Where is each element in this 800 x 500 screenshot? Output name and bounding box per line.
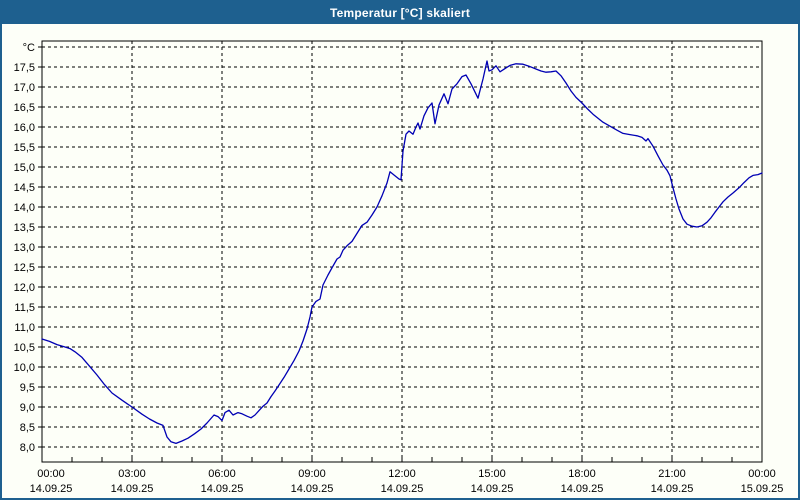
x-tick-date: 14.09.25 [30,483,73,495]
y-tick-label: 10,0 [14,362,35,374]
x-tick-date: 14.09.25 [471,483,514,495]
x-tick-time: 00:00 [748,468,776,480]
y-axis-labels: 8,0 8,5 9,0 9,5 10,0 10,5 11,0 11,5 12,0 12,5 13,0… [14,42,35,454]
x-tick-time: 03:00 [118,468,146,480]
temperature-chart: 8,0 8,5 9,0 9,5 10,0 10,5 11,0 11,5 12,0 12,5 13,0… [2,24,798,498]
x-tick-time: 00:00 [37,468,65,480]
y-tick-label: 17,5 [14,62,35,74]
y-tick-label: 13,0 [14,242,35,254]
x-tick-time: 12:00 [388,468,416,480]
y-tick-label: 10,5 [14,342,35,354]
y-tick-label: 15,0 [14,162,35,174]
title-bar: Temperatur [°C] skaliert [2,2,798,24]
y-tick-label: 16,0 [14,122,35,134]
x-tick-date: 14.09.25 [561,483,604,495]
x-axis-labels: 00:00 14.09.25 03:00 14.09.25 06:00 14.09.25 0… [30,468,784,495]
y-tick-label: 8,0 [20,442,35,454]
y-tick-label: 12,0 [14,282,35,294]
y-tick-label: 15,5 [14,142,35,154]
x-tick-date: 14.09.25 [201,483,244,495]
y-axis-unit-label: °C [23,42,35,54]
y-tick-label: 12,5 [14,262,35,274]
grid-lines [42,41,762,462]
y-tick-label: 9,0 [20,402,35,414]
x-tick-date: 15.09.25 [741,483,784,495]
y-tick-label: 16,5 [14,102,35,114]
x-tick-time: 21:00 [658,468,686,480]
x-tick-time: 15:00 [478,468,506,480]
plot-border [41,40,763,463]
x-tick-date: 14.09.25 [111,483,154,495]
y-tick-label: 13,5 [14,222,35,234]
x-tick-time: 18:00 [568,468,596,480]
window-title: Temperatur [°C] skaliert [329,6,471,20]
x-tick-time: 09:00 [298,468,326,480]
chart-canvas: 8,0 8,5 9,0 9,5 10,0 10,5 11,0 11,5 12,0 12,5 13,0… [14,40,784,495]
y-tick-label: 14,5 [14,182,35,194]
y-tick-label: 17,0 [14,82,35,94]
y-tick-label: 8,5 [20,422,35,434]
temperature-line [41,60,763,445]
y-tick-label: 14,0 [14,202,35,214]
x-tick-date: 14.09.25 [381,483,424,495]
y-tick-label: 11,0 [14,322,35,334]
x-tick-time: 06:00 [208,468,236,480]
axis-ticks [38,46,763,462]
x-tick-date: 14.09.25 [291,483,334,495]
x-tick-date: 14.09.25 [651,483,694,495]
y-tick-label: 9,5 [20,382,35,394]
y-tick-label: 11,5 [14,302,35,314]
